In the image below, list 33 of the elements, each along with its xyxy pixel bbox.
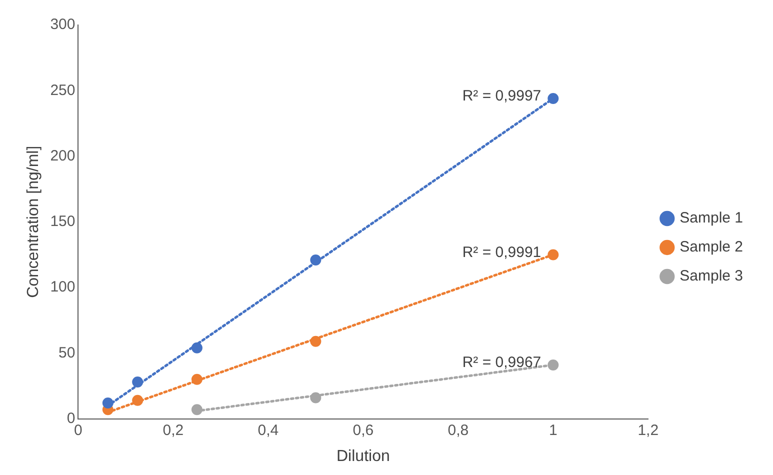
annotation: R² = 0,9967 xyxy=(462,354,542,372)
annotation: R² = 0,9991 xyxy=(462,244,542,261)
point xyxy=(132,394,144,406)
point xyxy=(132,376,144,388)
annotation: R² = 0,9997 xyxy=(462,88,542,105)
y-tick-label: 0 xyxy=(66,410,76,427)
point xyxy=(548,249,559,260)
point xyxy=(548,359,559,370)
point xyxy=(191,404,202,416)
x-tick-label: 1,2 xyxy=(638,422,659,439)
x-tick-label: 1 xyxy=(548,422,558,439)
legend-label: Sample 2 xyxy=(680,238,744,256)
point xyxy=(310,392,322,404)
point xyxy=(102,398,114,409)
y-tick-label: 200 xyxy=(50,147,76,164)
point xyxy=(548,93,559,104)
y-tick-label: 300 xyxy=(50,16,76,34)
legend-label: Sample 1 xyxy=(680,210,744,227)
point xyxy=(191,342,202,354)
legend-label: Sample 3 xyxy=(680,268,744,285)
x-tick-label: 0,2 xyxy=(162,422,184,439)
y-tick-label: 100 xyxy=(50,278,76,296)
x-tick-label: 0,8 xyxy=(448,422,469,439)
y-tick-label: 250 xyxy=(50,82,76,99)
y-tick-label: 150 xyxy=(50,213,76,230)
y-tick-label: 50 xyxy=(58,344,76,362)
point xyxy=(310,254,322,266)
point xyxy=(191,374,202,385)
point xyxy=(310,336,322,347)
x-tick-label: 0,6 xyxy=(352,422,374,439)
x-tick-label: 0,4 xyxy=(258,422,279,439)
x-axis-title: Dilution xyxy=(336,448,390,465)
y-axis-title: Concentration [ng/ml] xyxy=(25,146,42,298)
